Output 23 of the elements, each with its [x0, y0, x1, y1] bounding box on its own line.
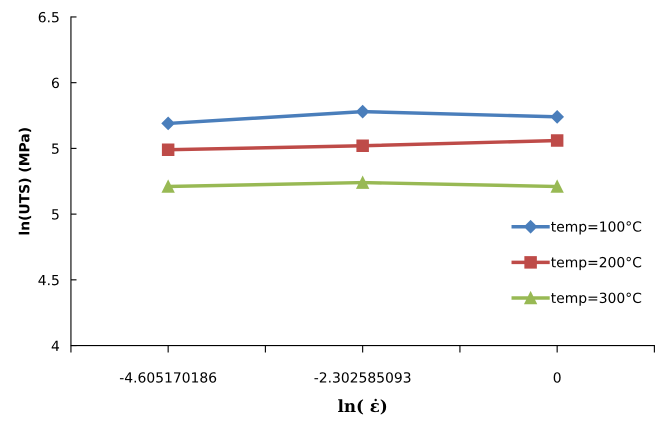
- y-tick-label: 4: [52, 340, 60, 351]
- point: [162, 180, 174, 193]
- y-axis-title: ln(UTS) (MPa): [18, 128, 32, 234]
- x-tick-label: -2.302585093: [314, 372, 410, 383]
- point: [550, 110, 564, 124]
- point: [356, 105, 370, 118]
- x-tick-label: -4.605170186: [120, 372, 216, 383]
- point: [550, 180, 564, 193]
- y-tick-label: 5: [52, 144, 59, 154]
- y-tick-label: 6.5: [38, 12, 59, 22]
- legend-label: temp=100°C: [551, 221, 642, 234]
- point: [162, 143, 174, 156]
- point: [356, 140, 369, 152]
- point: [550, 134, 564, 147]
- legend-label: temp=200°C: [551, 256, 642, 270]
- point: [356, 176, 369, 189]
- x-tick-label: 0: [554, 372, 561, 383]
- y-tick-label: 5: [52, 209, 59, 220]
- legend-label: temp=300°C: [551, 292, 642, 306]
- y-tick-label: 4.5: [38, 274, 59, 286]
- point: [162, 116, 175, 130]
- x-axis-title: ln( ε̇): [338, 398, 386, 415]
- y-tick-label: 6: [52, 78, 59, 88]
